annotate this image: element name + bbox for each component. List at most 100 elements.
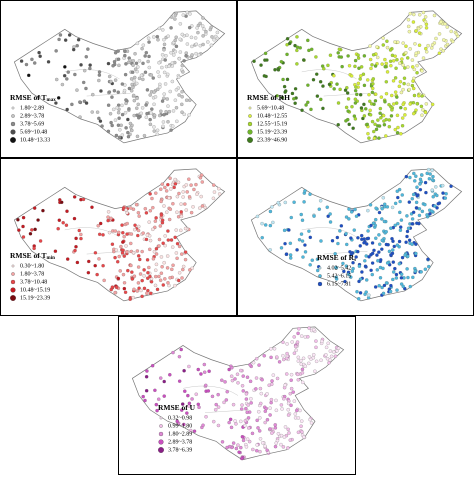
station-dot [141, 231, 145, 235]
station-dot [134, 202, 139, 207]
station-dot [295, 35, 299, 39]
station-dot [244, 445, 249, 449]
station-dot [283, 200, 287, 205]
station-dot [410, 242, 414, 246]
station-dot [38, 239, 43, 243]
station-dot [284, 356, 289, 361]
station-dot [431, 174, 435, 179]
station-dot [282, 435, 287, 439]
station-dot [187, 25, 192, 30]
station-dot [301, 380, 305, 385]
station-dot [152, 125, 156, 129]
station-dot [133, 67, 138, 71]
station-dot [389, 114, 394, 118]
station-dot [167, 217, 172, 222]
station-dot [212, 38, 216, 42]
station-dot [88, 66, 92, 71]
station-dot [60, 200, 64, 204]
station-dot [318, 80, 323, 84]
station-dot [296, 355, 301, 360]
station-dot [415, 221, 419, 225]
station-dot [415, 71, 419, 75]
station-dot [230, 378, 235, 383]
station-dot [188, 268, 192, 272]
station-dot [299, 232, 304, 236]
station-dot [239, 445, 243, 450]
station-dot [373, 285, 378, 289]
station-dot [120, 223, 124, 227]
station-dot [93, 251, 98, 255]
station-dot [158, 85, 162, 89]
station-dot [366, 229, 370, 233]
station-dot [286, 408, 290, 412]
station-dot [216, 423, 221, 428]
station-dot [150, 364, 155, 368]
station-dot [383, 100, 387, 104]
station-dot [414, 251, 418, 256]
station-dot [56, 96, 61, 100]
station-dot [160, 53, 165, 57]
station-dot [236, 443, 240, 447]
station-dot [161, 241, 165, 245]
station-dot [183, 226, 188, 231]
station-dot [445, 25, 449, 29]
station-dot [356, 249, 360, 254]
station-dot [358, 244, 362, 248]
station-dot [162, 96, 166, 100]
station-dot [343, 88, 348, 92]
station-dot [212, 183, 216, 187]
station-dot [364, 290, 368, 294]
station-dot [97, 232, 102, 237]
station-dot [241, 389, 245, 393]
station-dot [217, 192, 222, 196]
station-dot [124, 62, 128, 66]
station-dot [397, 239, 402, 244]
station-dot [378, 276, 383, 280]
station-dot [158, 224, 163, 228]
station-dot [84, 55, 88, 59]
station-dot [116, 260, 120, 264]
station-dot [136, 228, 141, 233]
station-dot [183, 257, 188, 262]
station-dot [137, 116, 141, 120]
station-dot [129, 232, 134, 236]
station-dot [133, 227, 137, 232]
station-dot [157, 244, 161, 248]
station-dot [356, 81, 361, 86]
station-dot [79, 232, 83, 237]
station-dot [273, 423, 277, 427]
station-dot [171, 263, 175, 267]
station-dot [335, 235, 340, 240]
station-dot [307, 229, 311, 233]
station-dot [57, 37, 61, 42]
station-dot [186, 393, 190, 398]
station-dot [384, 230, 388, 234]
station-dot [162, 394, 166, 398]
station-dot [336, 123, 340, 127]
station-dot [112, 107, 116, 112]
station-dot [289, 386, 294, 391]
station-dot [146, 270, 150, 275]
station-dot [338, 87, 342, 92]
station-dot [174, 228, 178, 232]
station-dot [395, 58, 399, 62]
station-dot [377, 210, 382, 215]
station-dot [195, 192, 199, 196]
station-dot [154, 402, 159, 407]
station-dot [181, 13, 186, 17]
station-dot [325, 357, 330, 361]
station-dot [291, 390, 295, 394]
station-dot [208, 27, 213, 32]
station-dot [161, 120, 166, 124]
station-dot [411, 20, 416, 24]
station-dot [398, 228, 403, 232]
station-dot [374, 206, 378, 210]
station-dot [198, 176, 203, 180]
station-dot [401, 63, 405, 67]
station-dot [413, 42, 417, 46]
station-dot [318, 199, 323, 203]
station-dots [252, 10, 460, 141]
station-dot [330, 239, 335, 243]
station-dot [215, 36, 220, 41]
